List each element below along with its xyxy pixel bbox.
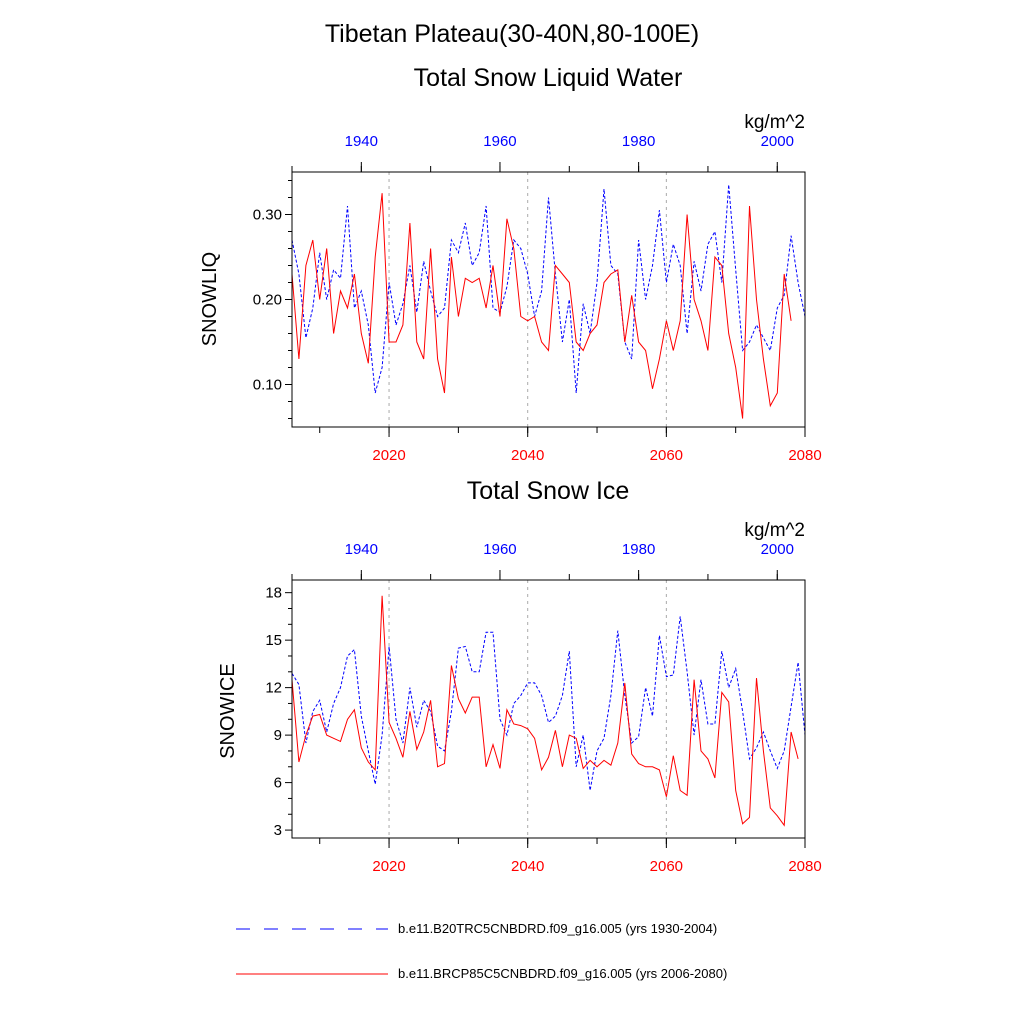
x-bottom-tick-label: 2080: [788, 447, 821, 464]
series-line-rcp85: [291, 193, 792, 419]
y-axis-label-snowice: SNOWICE: [217, 663, 239, 759]
panel-snow-liquid-water: Total Snow Liquid Water kg/m^2 SNOWLIQ 0…: [199, 64, 822, 464]
x-top-tick-label: 2000: [761, 541, 794, 558]
units-label-snowliq: kg/m^2: [744, 112, 805, 133]
series-snowliq: [291, 184, 806, 419]
x-top-tick-label: 1960: [483, 541, 516, 558]
x-bottom-tick-label: 2020: [372, 447, 405, 464]
series-line-rcp85: [291, 595, 799, 827]
y-tick-label: 12: [265, 680, 282, 697]
plot-frame-snowice: [291, 579, 806, 839]
chart-title-snowliq: Total Snow Liquid Water: [414, 64, 683, 92]
x-top-tick-label: 2000: [761, 133, 794, 150]
region-title: Tibetan Plateau(30-40N,80-100E): [325, 20, 699, 48]
series-line-historical: [291, 616, 806, 791]
reference-lines-snowice: [388, 580, 667, 838]
series-line-historical: [291, 184, 806, 394]
units-label-snowice: kg/m^2: [744, 520, 805, 541]
tick-labels-snowliq: 0.10 0.20 0.30 2020 2040 2060 2080 1940 1960 1980…: [253, 133, 822, 464]
y-tick-label: 0.20: [253, 292, 282, 309]
x-bottom-tick-label: 2040: [511, 447, 544, 464]
x-top-tick-label: 1960: [483, 133, 516, 150]
y-tick-label: 0.30: [253, 207, 282, 224]
x-top-tick-label: 1980: [622, 541, 655, 558]
reference-lines-snowliq: [388, 172, 667, 427]
series-snowice: [291, 595, 806, 827]
y-axis-label-snowliq: SNOWLIQ: [199, 252, 221, 346]
chart-title-snowice: Total Snow Ice: [467, 477, 630, 505]
x-top-tick-label: 1940: [345, 133, 378, 150]
x-bottom-tick-label: 2040: [511, 858, 544, 875]
x-top-tick-label: 1940: [345, 541, 378, 558]
y-tick-label: 0.10: [253, 377, 282, 394]
y-tick-label: 6: [274, 775, 282, 792]
x-bottom-tick-label: 2060: [650, 858, 683, 875]
plot-frame-snowliq: [291, 171, 806, 428]
legend-label-historical: b.e11.B20TRC5CNBDRD.f09_g16.005 (yrs 193…: [398, 921, 717, 936]
ticks-snowliq: [285, 162, 806, 437]
x-bottom-tick-label: 2080: [788, 858, 821, 875]
panel-snow-ice: kg/m^2 SNOWICE 3 6 9 12 15 18 2020 2040 2060 2080…: [217, 520, 822, 875]
y-tick-label: 18: [265, 585, 282, 602]
y-tick-label: 3: [274, 822, 282, 839]
x-bottom-tick-label: 2020: [372, 858, 405, 875]
x-top-tick-label: 1980: [622, 133, 655, 150]
legend: b.e11.B20TRC5CNBDRD.f09_g16.005 (yrs 193…: [236, 921, 727, 981]
tick-labels-snowice: 3 6 9 12 15 18 2020 2040 2060 2080 1940 1960 1980 200…: [265, 541, 821, 875]
ticks-snowice: [285, 570, 806, 848]
y-tick-label: 15: [265, 632, 282, 649]
y-tick-label: 9: [274, 727, 282, 744]
x-bottom-tick-label: 2060: [650, 447, 683, 464]
legend-label-rcp85: b.e11.BRCP85C5CNBDRD.f09_g16.005 (yrs 20…: [398, 966, 727, 981]
